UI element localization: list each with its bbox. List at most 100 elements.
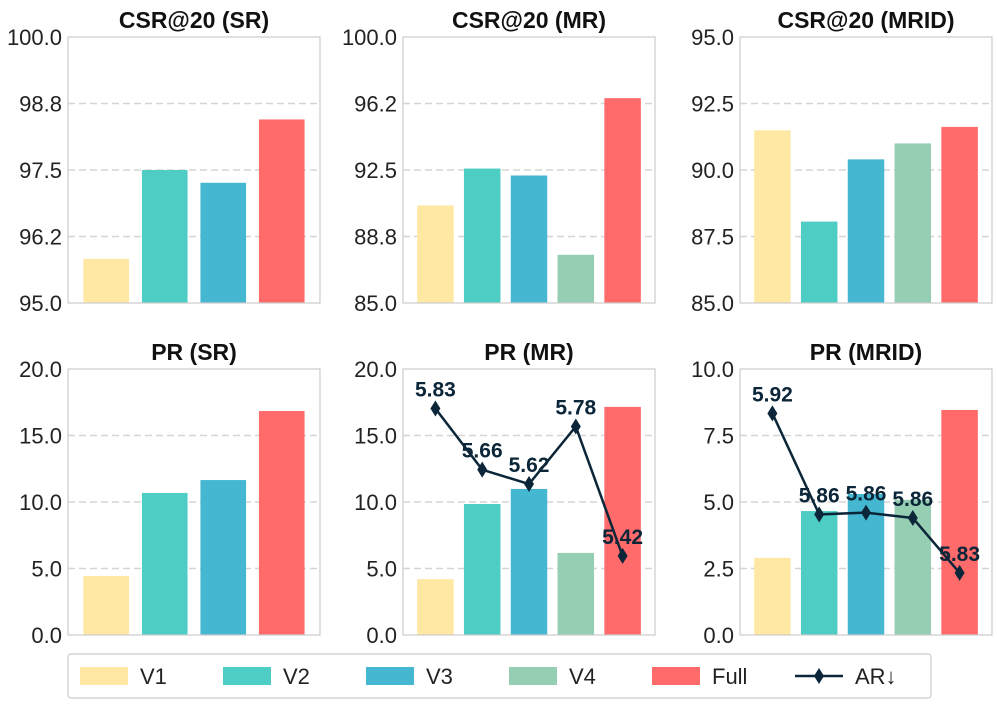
ar-marker [430,400,441,417]
legend-item-V2: V2 [223,664,310,689]
bar-V3 [510,175,548,303]
y-tick-label: 85.0 [691,291,734,316]
legend-item-V4: V4 [509,664,596,689]
axes-frame [402,36,656,304]
legend-label: AR↓ [855,664,897,689]
subplot-0: 95.0 96.2 97.5 98.8 100.0 CSR@20 (SR) [7,7,321,316]
ar-data-label: 5.86 [799,484,840,507]
y-tick-label: 96.2 [19,225,62,250]
y-tick-label: 87.5 [691,225,734,250]
y-tick-label: 15.0 [19,424,62,449]
legend-label: V3 [426,664,453,689]
y-tick-label: 0.0 [366,623,397,648]
ar-marker [954,564,965,581]
subplot-title: CSR@20 (MRID) [777,7,954,33]
subplot-2: 85.0 87.5 90.0 92.5 95.0 CSR@20 (MRID) [691,7,993,316]
y-tick-label: 10.0 [19,490,62,515]
bar-V4 [557,254,595,303]
bar-Full [941,409,978,635]
subplot-3: 0.0 5.0 10.0 15.0 20.0 PR (SR) [19,339,321,648]
ar-data-label: 5.83 [415,379,456,402]
ar-data-label: 5.92 [752,383,793,406]
y-tick-label: 88.8 [354,225,397,250]
ar-marker [907,509,918,526]
subplot-4: 0.0 5.0 10.0 15.0 20.0 PR (MR) 5.83 5.66 5.62 5.7… [354,339,656,648]
diamond-marker-icon [814,668,824,684]
y-tick-label: 15.0 [354,424,397,449]
axes-frame [402,368,656,636]
ar-data-label: 5.62 [509,454,550,477]
axes-frame [67,368,321,636]
bar-V2 [141,170,188,303]
y-tick-label: 96.2 [354,92,397,117]
ar-marker [814,506,825,523]
y-tick-label: 20.0 [19,357,62,382]
y-tick-label: 5.0 [31,557,62,582]
legend-item-AR: AR↓ [795,664,897,689]
bar-Full [258,119,305,304]
ar-marker [861,504,871,521]
bar-V4 [557,552,595,635]
y-tick-label: 5.0 [703,490,734,515]
legend-label: V1 [140,664,167,689]
legend-swatch [509,667,557,685]
ar-marker [524,476,534,493]
y-tick-label: 10.0 [354,490,397,515]
y-tick-label: 92.5 [691,92,734,117]
ar-data-label: 5.78 [555,397,596,420]
bar-V2 [800,511,838,635]
axes-frame [739,36,993,304]
ar-data-label: 5.66 [462,440,503,463]
y-tick-label: 90.0 [691,158,734,183]
subplot-title: PR (MR) [484,339,573,365]
bar-V1 [83,258,130,303]
y-tick-label: 95.0 [19,291,62,316]
bar-V1 [83,575,130,635]
ar-marker [767,405,778,422]
ar-data-label: 5.83 [939,543,980,566]
bar-V3 [200,182,247,303]
subplot-1: 85.0 88.8 92.5 96.2 100.0 CSR@20 (MR) [342,7,656,316]
y-tick-label: 85.0 [354,291,397,316]
bar-V3 [510,488,548,635]
ar-marker [570,418,581,435]
y-tick-label: 0.0 [31,623,62,648]
legend-item-V3: V3 [366,664,453,689]
bar-V2 [463,503,501,635]
y-tick-label: 97.5 [19,158,62,183]
legend-label: Full [712,664,747,689]
legend-item-V1: V1 [80,664,167,689]
legend-swatch [366,667,414,685]
bar-Full [258,411,305,635]
legend-swatch [223,667,271,685]
y-tick-label: 100.0 [342,25,397,50]
legend: V1 V2 V3 V4 Full AR↓ [67,653,932,699]
bar-V4 [894,143,932,303]
legend-swatch [652,667,700,685]
y-tick-label: 92.5 [354,158,397,183]
ar-data-label: 5.42 [602,526,643,549]
bar-Full [604,98,641,304]
y-tick-label: 10.0 [691,357,734,382]
subplot-5: 0.02.55.07.510.0PR (MRID)5.925.86 5.86 5.8… [691,339,993,648]
ar-data-label: 5.86 [846,483,887,506]
axes-frame [67,36,321,304]
y-tick-label: 20.0 [354,357,397,382]
bar-V1 [754,130,791,303]
y-tick-label: 0.0 [703,623,734,648]
bar-V2 [463,168,501,303]
bar-V2 [800,221,838,303]
subplot-title: CSR@20 (MR) [452,7,606,33]
y-tick-label: 7.5 [703,424,734,449]
y-tick-label: 95.0 [691,25,734,50]
legend-item-Full: Full [652,664,747,689]
bar-V2 [141,492,188,635]
subplot-title: CSR@20 (SR) [119,7,269,33]
axes-frame [739,368,993,636]
bar-V1 [417,579,454,635]
legend-label: V4 [569,664,596,689]
bar-V3 [200,480,247,635]
subplot-title: PR (SR) [151,339,237,365]
y-tick-label: 100.0 [7,25,62,50]
